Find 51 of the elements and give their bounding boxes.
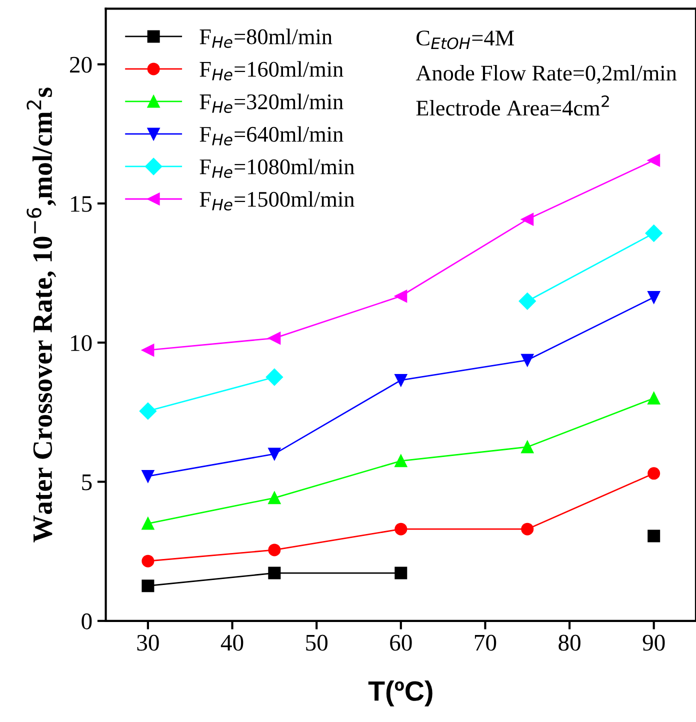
point [268,492,281,504]
legend-label: F$_{He}$=80ml/min [200,28,332,48]
y-tick-label: 10 [71,335,92,352]
y-tick-label: 0 [82,613,92,630]
x-tick-label: 80 [558,634,580,651]
y-tick-label: 5 [82,474,92,490]
point [394,566,408,580]
x-tick-label: 30 [137,634,159,651]
point [142,344,154,356]
point [521,440,534,454]
point [394,454,408,468]
point [518,292,536,310]
point [139,402,156,420]
point [521,522,534,536]
point [394,374,408,386]
point [648,530,660,542]
point [648,291,660,304]
point [142,470,154,482]
legend-label: F$_{He}$=640ml/min [200,126,344,146]
y-axis-title: Water Crossover Rate, 10$^{−6}$,mol/cm$^{2}$s [26,88,56,542]
point [268,566,281,580]
point [394,290,408,302]
x-tick-label: 70 [474,634,496,651]
point [142,580,154,592]
point [266,368,283,386]
x-tick-label: 90 [642,634,665,651]
annotation: Electrode Area=4cm$^{2}$ [416,95,609,116]
legend-label: F$_{He}$=1500ml/min [200,191,354,211]
point [268,448,281,460]
legend-label: F$_{He}$=320ml/min [200,94,344,113]
point [142,554,154,568]
annotation: Anode Flow Rate=0,2ml/min [416,64,677,84]
annotation: C$_{EtOH}$=4M [416,30,514,50]
point [268,332,281,344]
legend-label: F$_{He}$=160ml/min [200,61,344,80]
y-tick-label: 15 [71,196,92,212]
point [268,544,281,556]
y-tick-label: 20 [70,56,92,73]
point [645,224,662,242]
point [521,213,534,226]
point [521,354,534,366]
x-tick-label: 60 [390,634,412,651]
x-tick-label: 40 [220,634,244,651]
point [648,392,660,405]
x-tick-label: 50 [306,634,328,651]
point [394,522,408,536]
point [142,517,154,530]
point [648,467,660,480]
legend-label: F$_{He}$=1080ml/min [200,158,354,178]
x-axis-title: T(ºC) [368,680,432,706]
point [648,154,660,167]
